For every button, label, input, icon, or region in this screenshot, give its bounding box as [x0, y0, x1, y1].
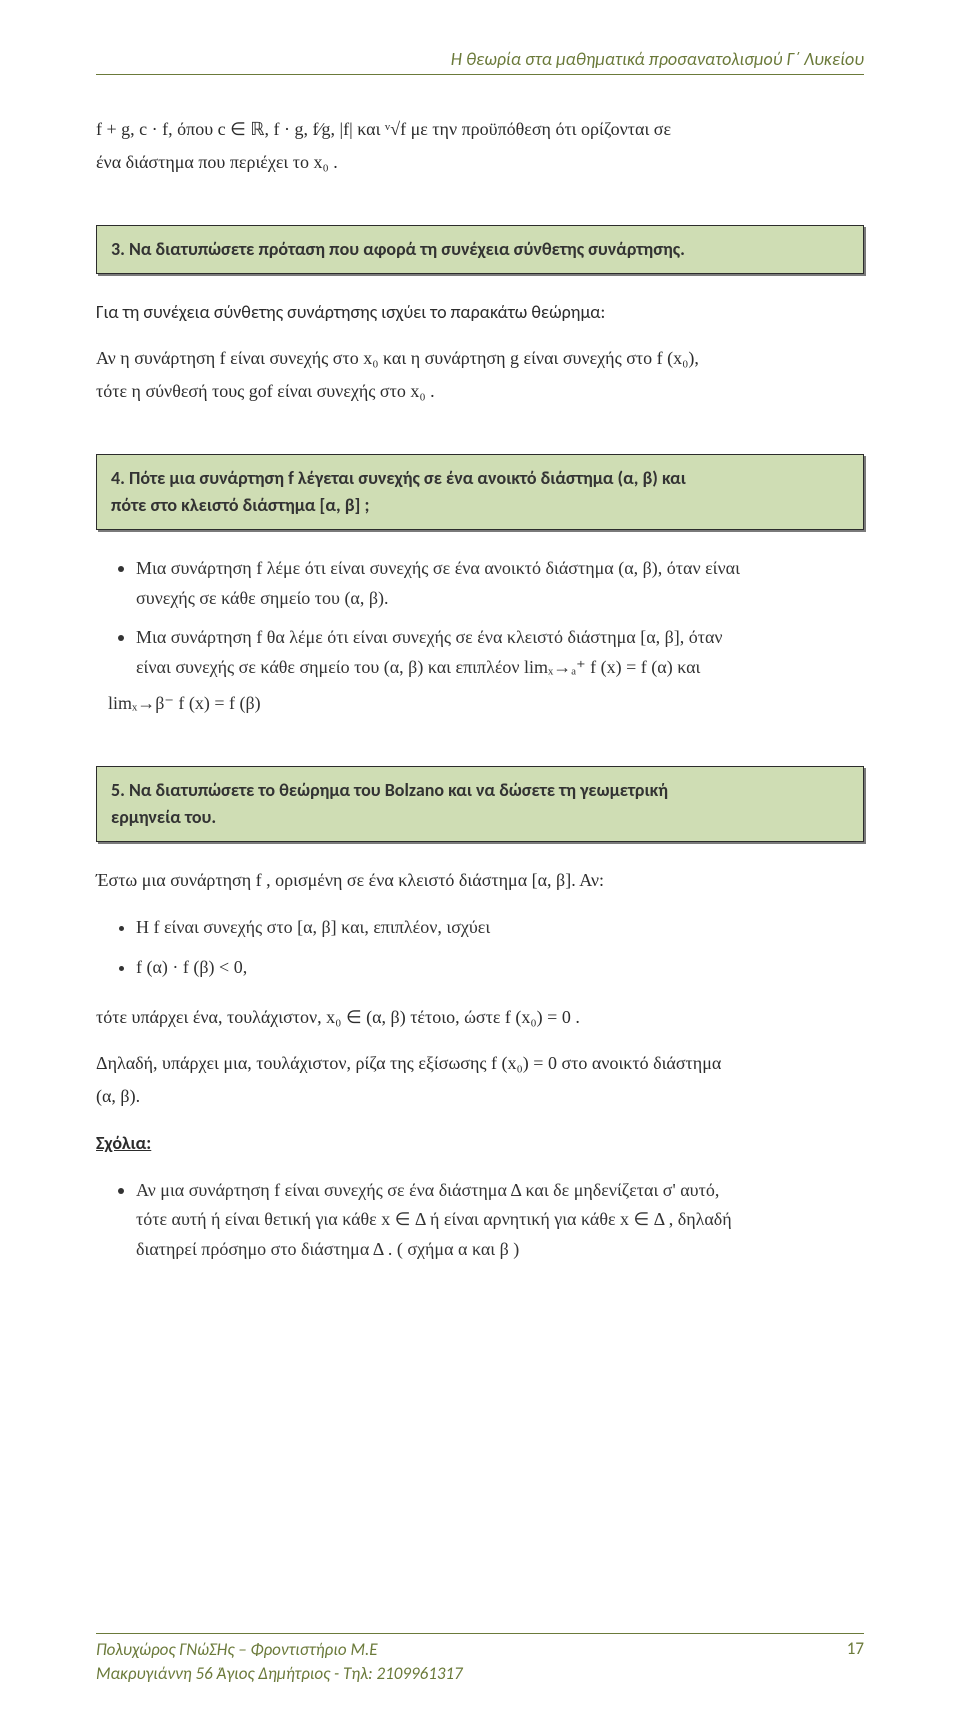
q5-body-2: τότε υπάρχει ένα, τουλάχιστον, x₀ ∈ (α, …: [96, 1003, 864, 1032]
footer-left-line2: Μακρυγιάννη 56 Άγιος Δημήτριος - Τηλ: 21…: [96, 1662, 463, 1686]
scholia-bullets: Αν μια συνάρτηση f είναι συνεχής σε ένα …: [96, 1176, 864, 1265]
scholia-l2: τότε αυτή ή είναι θετική για κάθε x ∈ Δ …: [136, 1209, 732, 1229]
q4-bullet-2: Μια συνάρτηση f θα λέμε ότι είναι συνεχή…: [136, 623, 864, 718]
intro-line-2: ένα διάστημα που περιέχει το x₀ .: [96, 148, 864, 177]
q5-li-2: f (α) · f (β) < 0,: [136, 953, 864, 983]
q4-b2-l1: Μια συνάρτηση f θα λέμε ότι είναι συνεχή…: [136, 627, 723, 647]
page-number: 17: [847, 1638, 864, 1659]
page: Η θεωρία στα μαθηματικά προσανατολισμού …: [0, 0, 960, 1716]
q4-b1-l1: Μια συνάρτηση f λέμε ότι είναι συνεχής σ…: [136, 558, 740, 578]
running-head: Η θεωρία στα μαθηματικά προσανατολισμού …: [96, 48, 864, 75]
q5-body-1: Έστω μια συνάρτηση f , ορισμένη σε ένα κ…: [96, 866, 864, 895]
q4-b1-l2: συνεχής σε κάθε σημείο του (α, β).: [136, 588, 389, 608]
question-5-title-l1: 5. Να διατυπώσετε το θεώρημα του Bolzano…: [111, 777, 849, 804]
question-3-title: 3. Να διατυπώσετε πρόταση που αφορά τη σ…: [111, 238, 685, 260]
scholia-label-text: Σχόλια:: [96, 1132, 151, 1154]
q5-body-3b: (α, β).: [96, 1082, 864, 1111]
question-box-5: 5. Να διατυπώσετε το θεώρημα του Bolzano…: [96, 766, 864, 842]
question-4-title-l2: πότε στο κλειστό διάστημα [α, β] ;: [111, 492, 849, 519]
question-4-title-l1: 4. Πότε μια συνάρτηση f λέγεται συνεχής …: [111, 465, 849, 492]
q5-li-1: Η f είναι συνεχής στο [α, β] και, επιπλέ…: [136, 913, 864, 943]
question-5-title-l2: ερμηνεία του.: [111, 804, 849, 831]
intro-line-1: f + g, c · f, όπου c ∈ ℝ, f · g, f⁄g, |f…: [96, 115, 864, 144]
q3-body-2: Αν η συνάρτηση f είναι συνεχής στο x₀ κα…: [96, 344, 864, 373]
q4-b2-l3: limₓ→β⁻ f (x) = f (β): [108, 689, 864, 719]
q5-bullets: Η f είναι συνεχής στο [α, β] και, επιπλέ…: [96, 913, 864, 982]
q5-body-3a: Δηλαδή, υπάρχει μια, τουλάχιστον, ρίζα τ…: [96, 1049, 864, 1078]
q3-body-1: Για τη συνέχεια σύνθετης συνάρτησης ισχύ…: [96, 298, 864, 327]
footer-left: Πολυχώρος ΓΝώΣΗς – Φροντιστήριο Μ.Ε Μακρ…: [96, 1638, 463, 1686]
q4-b2-l2: είναι συνεχής σε κάθε σημείο του (α, β) …: [136, 657, 700, 677]
scholia-label: Σχόλια:: [96, 1129, 864, 1158]
footer-left-line1: Πολυχώρος ΓΝώΣΗς – Φροντιστήριο Μ.Ε: [96, 1638, 463, 1662]
scholia-li-1: Αν μια συνάρτηση f είναι συνεχής σε ένα …: [136, 1176, 864, 1265]
q4-bullet-1: Μια συνάρτηση f λέμε ότι είναι συνεχής σ…: [136, 554, 864, 613]
question-box-4: 4. Πότε μια συνάρτηση f λέγεται συνεχής …: [96, 454, 864, 530]
question-box-3: 3. Να διατυπώσετε πρόταση που αφορά τη σ…: [96, 225, 864, 274]
q3-body-3: τότε η σύνθεσή τους gof είναι συνεχής στ…: [96, 377, 864, 406]
scholia-l3: διατηρεί πρόσημο στο διάστημα Δ . ( σχήμ…: [136, 1239, 519, 1259]
scholia-l1: Αν μια συνάρτηση f είναι συνεχής σε ένα …: [136, 1180, 719, 1200]
q4-bullets: Μια συνάρτηση f λέμε ότι είναι συνεχής σ…: [96, 554, 864, 718]
page-footer: Πολυχώρος ΓΝώΣΗς – Φροντιστήριο Μ.Ε Μακρ…: [96, 1633, 864, 1686]
